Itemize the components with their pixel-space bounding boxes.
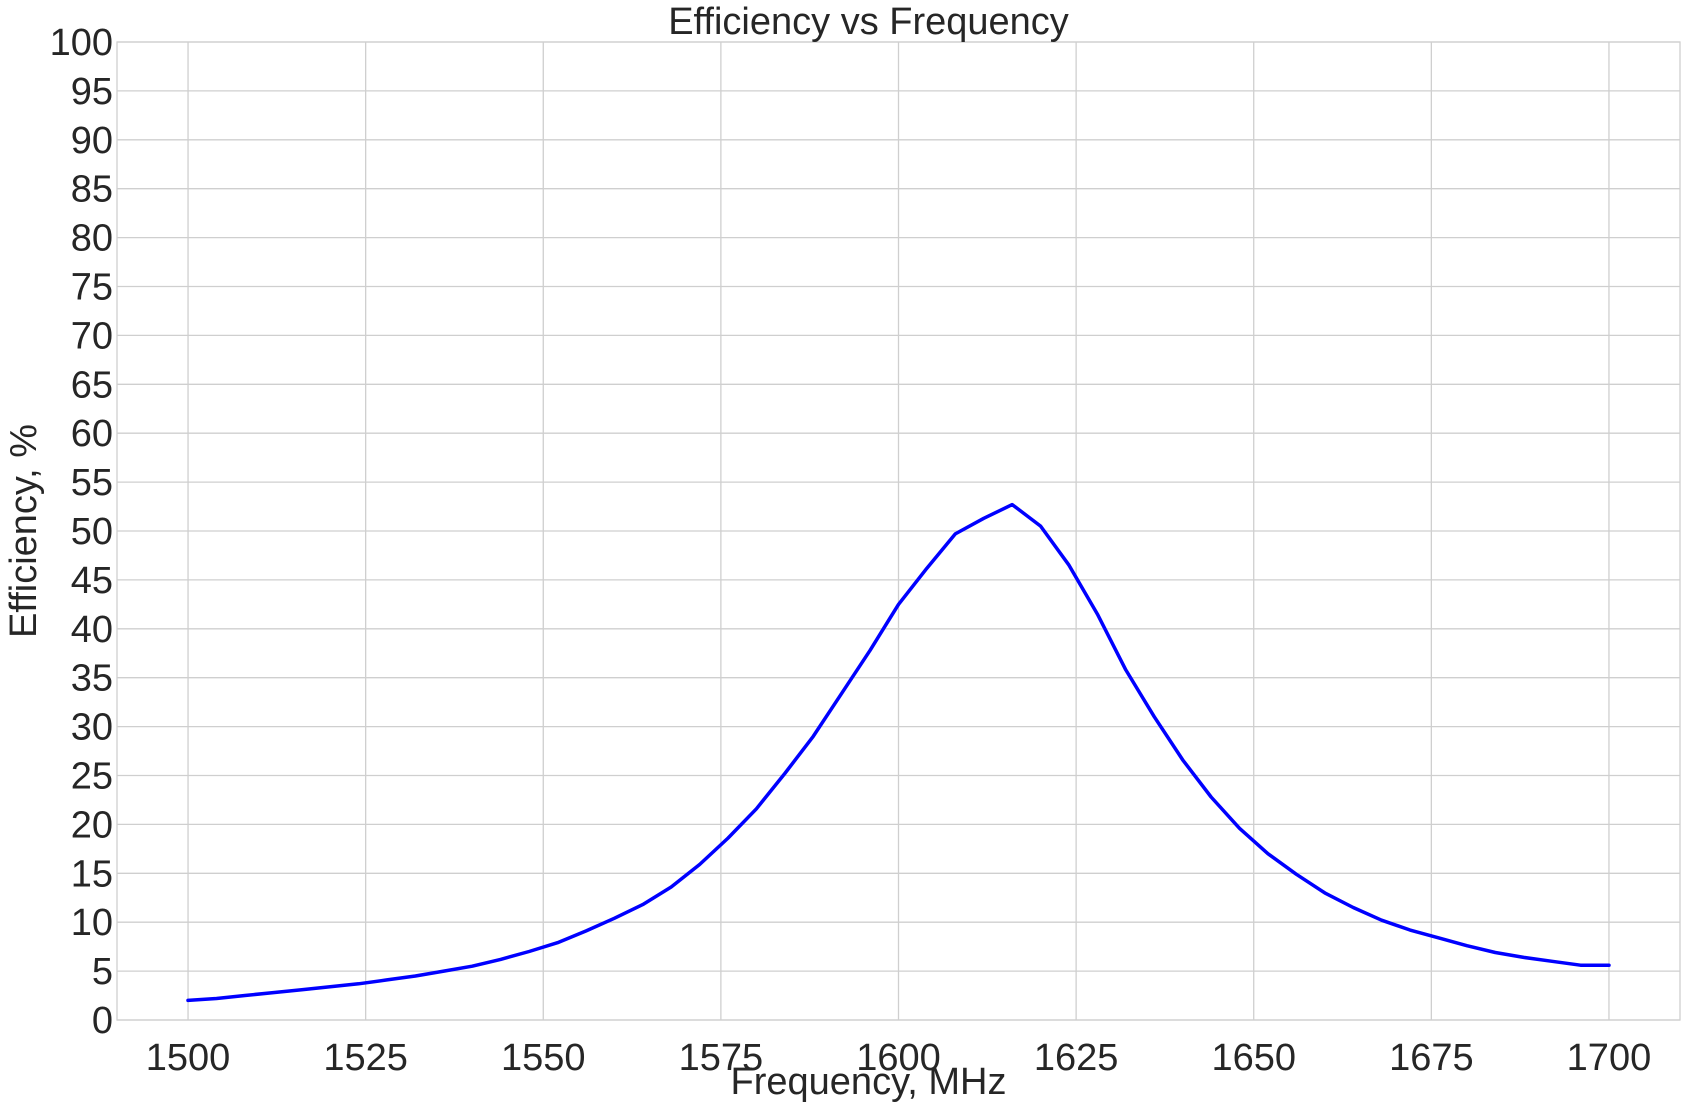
y-axis-label: Efficiency, % — [3, 424, 45, 638]
y-tick-label: 15 — [71, 853, 113, 895]
chart-title: Efficiency vs Frequency — [668, 1, 1069, 43]
tick-labels: 0 5 10 15 20 25 30 35 40 45 50 55 60 65 70 75 80 85 90 95 10… — [50, 22, 1652, 1079]
y-tick-label: 10 — [71, 902, 113, 944]
x-tick-label: 1625 — [1034, 1037, 1119, 1079]
x-tick-label: 1650 — [1211, 1037, 1296, 1079]
x-tick-label: 1600 — [856, 1037, 941, 1079]
series-line-efficiency — [186, 502, 1611, 1003]
y-tick-label: 0 — [92, 1000, 113, 1042]
y-tick-label: 35 — [71, 658, 113, 700]
x-tick-label: 1575 — [679, 1037, 764, 1079]
y-tick-label: 75 — [71, 267, 113, 309]
y-tick-label: 40 — [71, 609, 113, 651]
y-tick-label: 85 — [71, 169, 113, 211]
y-tick-label: 60 — [71, 413, 113, 455]
y-tick-label: 50 — [71, 511, 113, 553]
y-tick-label: 90 — [71, 120, 113, 162]
y-tick-label: 100 — [50, 22, 113, 64]
y-tick-label: 70 — [71, 315, 113, 357]
series-layer — [186, 502, 1611, 1003]
x-axis-label: Frequency, MHz — [731, 1061, 1007, 1103]
y-tick-label: 55 — [71, 462, 113, 504]
y-tick-label: 65 — [71, 364, 113, 406]
x-tick-label: 1525 — [323, 1037, 408, 1079]
y-tick-label: 95 — [71, 71, 113, 113]
x-tick-label: 1675 — [1389, 1037, 1474, 1079]
x-tick-label: 1500 — [146, 1037, 231, 1079]
y-tick-label: 20 — [71, 804, 113, 846]
y-tick-label: 45 — [71, 560, 113, 602]
y-tick-label: 25 — [71, 756, 113, 798]
gridlines — [117, 41, 1680, 1021]
x-tick-label: 1700 — [1567, 1037, 1652, 1079]
plot-frame — [116, 41, 1681, 1021]
y-tick-label: 5 — [92, 951, 113, 993]
y-tick-label: 80 — [71, 218, 113, 260]
x-tick-label: 1550 — [501, 1037, 586, 1079]
y-tick-label: 30 — [71, 707, 113, 749]
